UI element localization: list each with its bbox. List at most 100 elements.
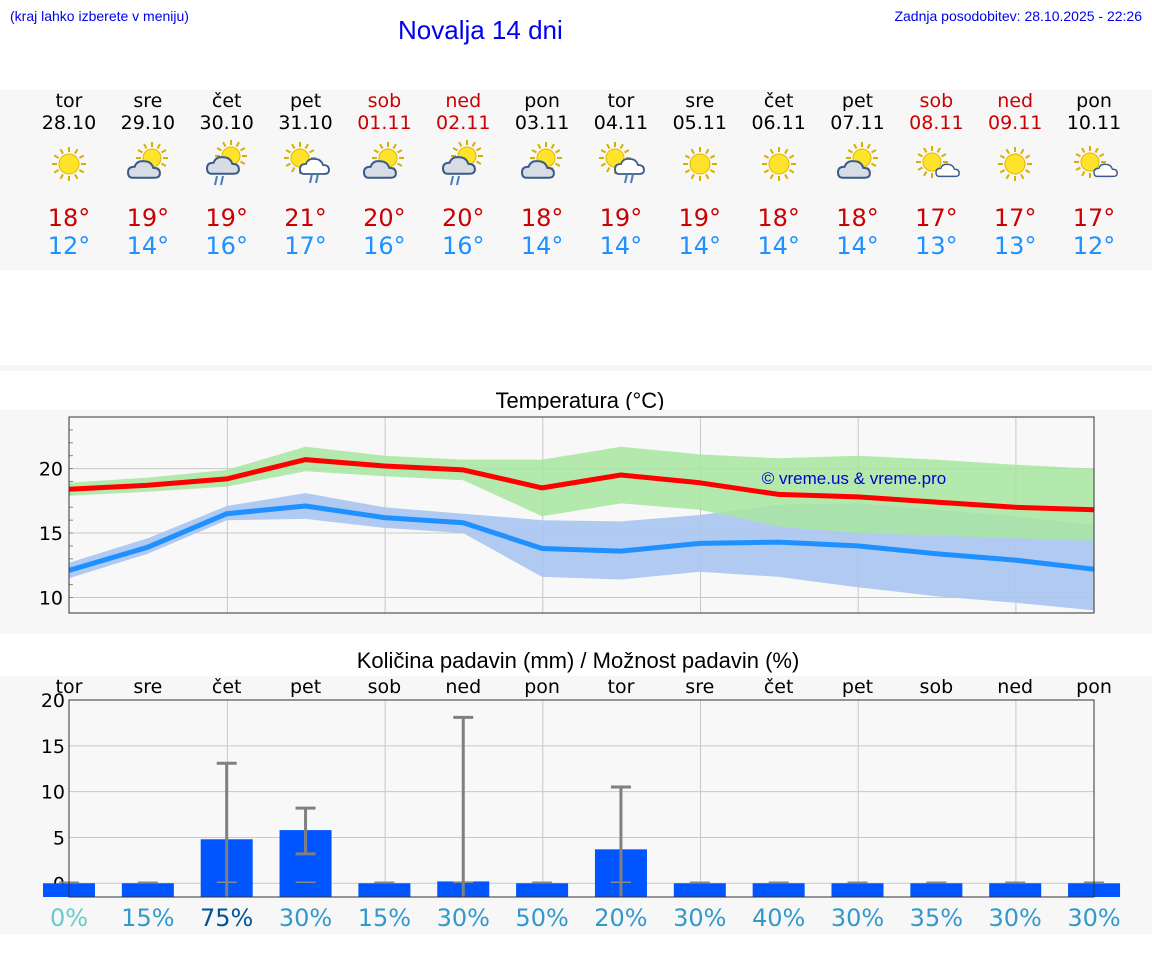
sun-icon — [998, 147, 1033, 181]
day-name: sre — [133, 90, 163, 112]
x-category-label: sre — [133, 676, 162, 698]
cloud-sun-icon — [363, 142, 405, 179]
day-column: sob 08.11 17° 13° — [897, 90, 975, 260]
x-category-label: tor — [608, 676, 635, 698]
precipitation-probability: 0% — [50, 904, 88, 932]
precipitation-probability: 30% — [673, 904, 726, 932]
max-temperature: 18° — [47, 204, 91, 232]
watermark: © vreme.us & vreme.pro — [762, 469, 946, 488]
day-column: sob 01.11 20° 16° — [345, 90, 423, 260]
day-column: ned 02.11 20° 16° — [424, 90, 502, 260]
min-temperature: 16° — [363, 232, 406, 260]
day-column: pon 10.11 17° 12° — [1055, 90, 1133, 260]
x-category-label: ned — [997, 676, 1033, 698]
day-name: pon — [1076, 90, 1112, 112]
precipitation-probability: 40% — [752, 904, 805, 932]
day-column: sre 29.10 19° 14° — [109, 90, 187, 260]
precipitation-chart: 05101520torsrečetpetsobnedpontorsrečetpe… — [41, 676, 1121, 932]
precipitation-probability: 15% — [121, 904, 174, 932]
x-category-label: ned — [445, 676, 481, 698]
day-date: 09.11 — [987, 112, 1043, 134]
sun-icon — [761, 147, 796, 181]
day-name: ned — [997, 90, 1034, 112]
max-temperature: 17° — [993, 204, 1037, 232]
max-temperature: 19° — [126, 204, 170, 232]
min-temperature: 12° — [1072, 232, 1116, 260]
x-category-label: čet — [212, 676, 242, 698]
precipitation-probability: 15% — [358, 904, 411, 932]
day-name: čet — [763, 90, 794, 112]
x-category-label: pon — [524, 676, 560, 698]
forecast-band — [0, 90, 1152, 270]
day-name: sob — [367, 90, 402, 112]
max-temperature-band — [69, 446, 1094, 541]
y-tick-label: 20 — [41, 690, 65, 712]
cloud-rain-sun-icon — [205, 140, 247, 186]
day-name: pet — [289, 90, 322, 112]
day-date: 29.10 — [120, 112, 176, 134]
min-temperature: 12° — [47, 232, 91, 260]
precipitation-chart-title: Količina padavin (mm) / Možnost padavin … — [356, 648, 800, 673]
day-name: ned — [445, 90, 482, 112]
day-name: čet — [211, 90, 242, 112]
sun-cloud-rain-icon — [598, 142, 645, 184]
day-column: čet 30.10 19° 16° — [188, 90, 266, 260]
day-column: pet 07.11 18° 14° — [819, 90, 897, 260]
plot-frame — [68, 699, 1095, 898]
precipitation-probability: 30% — [831, 904, 884, 932]
max-temperature: 17° — [1072, 204, 1116, 232]
day-date: 01.11 — [357, 112, 412, 134]
max-temperature: 21° — [284, 204, 327, 232]
precipitation-bar — [910, 883, 963, 897]
precipitation-bar — [358, 883, 411, 897]
min-temperature: 16° — [205, 232, 248, 260]
min-temperature: 16° — [441, 232, 485, 260]
precipitation-bar — [673, 883, 726, 897]
max-temperature: 19° — [599, 204, 643, 232]
sun-small-cloud-icon — [1074, 146, 1118, 178]
cloud-rain-sun-icon — [442, 140, 484, 186]
min-temperature: 14° — [599, 232, 643, 260]
precipitation-probability: 30% — [1067, 904, 1120, 932]
day-name: pet — [841, 90, 874, 112]
min-temperature: 14° — [836, 232, 879, 260]
temperature-chart-title: Temperatura (°C) — [495, 388, 665, 413]
y-tick-label: 20 — [39, 459, 63, 481]
min-temperature-line — [68, 503, 1095, 573]
day-column: pet 31.10 21° 17° — [267, 90, 345, 260]
min-temperature: 14° — [126, 232, 170, 260]
day-date: 07.11 — [830, 112, 885, 134]
day-date: 06.11 — [751, 112, 806, 134]
cloud-sun-icon — [126, 142, 168, 179]
x-category-label: pon — [1076, 676, 1112, 698]
sun-icon — [52, 147, 86, 181]
max-temperature: 17° — [915, 204, 958, 232]
day-name: sob — [919, 90, 954, 112]
day-column: sre 05.11 19° 14° — [661, 90, 739, 260]
max-temperature: 18° — [520, 204, 564, 232]
day-date: 31.10 — [278, 112, 333, 134]
min-temperature: 14° — [757, 232, 800, 260]
max-temperature: 20° — [363, 204, 406, 232]
precipitation-bar — [516, 883, 569, 897]
precipitation-probability: 30% — [989, 904, 1042, 932]
max-temperature: 20° — [441, 204, 485, 232]
precipitation-probability: 50% — [515, 904, 568, 932]
x-category-label: čet — [764, 676, 794, 698]
day-date: 08.11 — [909, 112, 964, 134]
y-tick-label: 15 — [41, 736, 65, 758]
day-name: tor — [55, 90, 83, 112]
max-temperature: 19° — [205, 204, 248, 232]
page-title: Novalja 14 dni — [398, 15, 563, 45]
max-temperature: 19° — [678, 204, 722, 232]
min-temperature: 14° — [678, 232, 722, 260]
day-column: tor 04.11 19° 14° — [582, 90, 660, 260]
menu-hint-link[interactable]: (kraj lahko izberete v meniju) — [10, 8, 189, 24]
day-column: pon 03.11 18° 14° — [503, 90, 581, 260]
sun-icon — [682, 147, 717, 181]
max-temperature-line — [68, 457, 1095, 513]
sun-small-cloud-icon — [916, 146, 961, 178]
x-category-label: pet — [290, 676, 321, 698]
day-name: pon — [524, 90, 560, 112]
y-tick-label: 10 — [41, 782, 65, 804]
